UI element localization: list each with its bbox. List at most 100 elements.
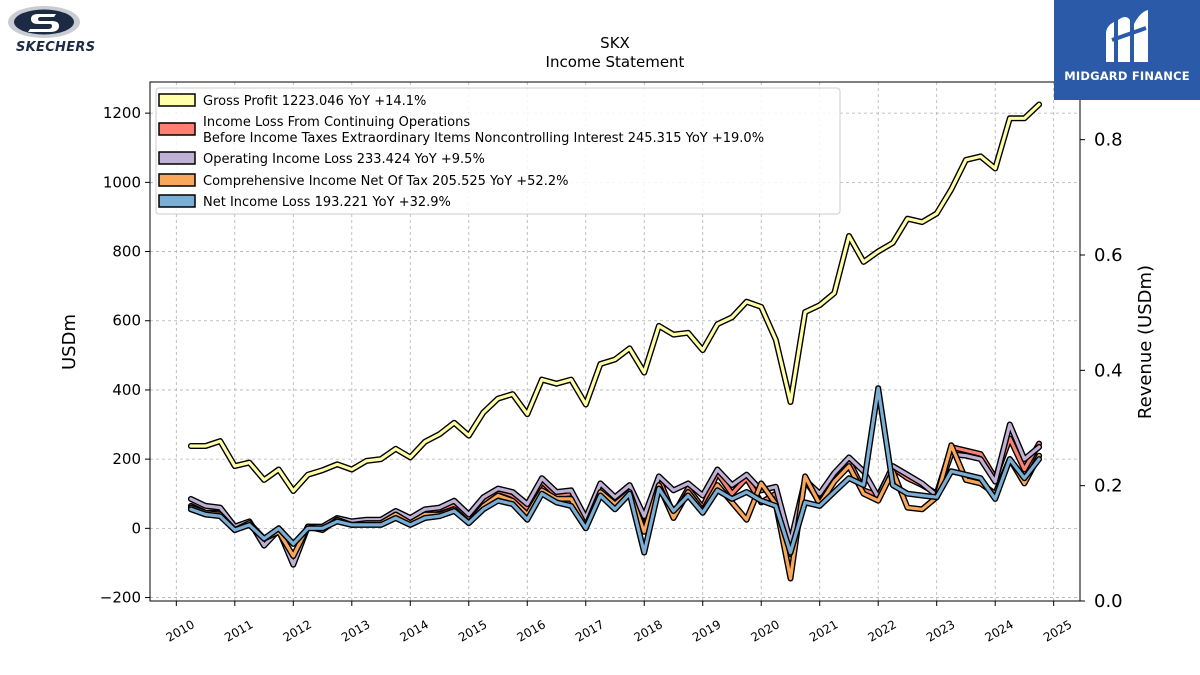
data-point — [950, 470, 953, 473]
data-point — [394, 447, 397, 450]
legend-label-comprehensive-income: Comprehensive Income Net Of Tax 205.525 … — [203, 174, 568, 189]
data-point — [423, 508, 427, 511]
data-point — [526, 413, 529, 416]
data-point — [350, 468, 353, 471]
data-point — [920, 494, 924, 497]
data-point — [657, 475, 661, 478]
y-right-tick-label: 0.4 — [1094, 360, 1123, 381]
right-axis: 0.0 0.2 0.4 0.6 0.8 — [1080, 130, 1123, 612]
data-point — [877, 387, 880, 390]
midgard-m-icon — [1106, 10, 1148, 62]
data-point — [760, 482, 763, 485]
data-point — [964, 158, 968, 162]
data-point — [672, 333, 675, 336]
x-axis: 2010 2011 2012 2013 2014 2015 2016 2017 2018 2019… — [164, 601, 1074, 645]
data-point — [906, 506, 909, 509]
data-point — [482, 496, 485, 499]
data-point — [1008, 457, 1011, 461]
legend-label-gross-profit: Gross Profit 1223.046 YoY +14.1% — [203, 94, 426, 109]
data-point — [672, 509, 675, 513]
data-point — [1023, 117, 1026, 120]
data-point — [920, 220, 924, 224]
chart-subtitle: Income Statement — [546, 53, 685, 71]
data-point — [1023, 468, 1026, 471]
y-tick-label: 800 — [112, 243, 141, 261]
data-point — [789, 400, 792, 404]
data-point — [818, 492, 821, 495]
data-point — [686, 331, 690, 334]
data-point — [979, 452, 982, 456]
data-point — [569, 378, 573, 381]
data-point — [774, 338, 777, 341]
data-point — [409, 516, 412, 520]
data-point — [277, 468, 280, 471]
data-point — [643, 515, 646, 518]
data-point — [306, 527, 310, 530]
x-tick-label: 2024 — [982, 617, 1015, 644]
data-point — [219, 515, 222, 518]
data-point — [248, 523, 251, 527]
data-point — [321, 527, 324, 530]
data-point — [336, 463, 339, 466]
data-point — [204, 504, 207, 508]
data-point — [219, 439, 222, 443]
data-point — [833, 471, 836, 475]
legend: Gross Profit 1223.046 YoY +14.1% Income … — [155, 87, 841, 215]
data-point — [599, 482, 602, 485]
data-point — [365, 523, 368, 527]
data-point — [964, 473, 968, 476]
y-axis-label: USDm — [59, 314, 80, 370]
data-point — [613, 496, 617, 499]
data-point — [789, 577, 792, 580]
data-point — [891, 483, 894, 487]
legend-swatch-gross-profit — [158, 93, 196, 107]
data-point — [847, 234, 851, 238]
data-point — [262, 544, 266, 547]
data-point — [716, 489, 719, 492]
x-tick-label: 2016 — [515, 617, 548, 644]
data-point — [277, 527, 280, 530]
data-point — [1008, 423, 1011, 426]
data-point — [482, 411, 485, 414]
data-point — [716, 323, 719, 326]
data-point — [745, 490, 748, 494]
legend-swatch-comprehensive-income — [158, 173, 196, 187]
data-point — [803, 310, 807, 314]
x-tick-label: 2017 — [573, 617, 606, 644]
data-point — [964, 449, 968, 452]
y-right-tick-label: 0.0 — [1094, 591, 1123, 612]
y-axis-right-label: Revenue (USDm) — [1135, 265, 1156, 419]
data-point — [540, 477, 544, 480]
data-point — [292, 489, 295, 493]
data-point — [686, 482, 690, 485]
data-point — [204, 513, 207, 516]
data-point — [467, 513, 470, 516]
x-tick-label: 2022 — [865, 617, 898, 644]
data-point — [803, 475, 807, 478]
data-point — [979, 477, 982, 480]
data-point — [248, 461, 251, 464]
plot-frame — [149, 81, 1081, 602]
data-point — [438, 506, 441, 509]
data-point — [833, 291, 836, 295]
data-point — [716, 468, 719, 471]
midgard-wordmark: MIDGARD FINANCE — [1064, 69, 1190, 83]
data-point — [584, 527, 587, 530]
data-point — [423, 440, 427, 443]
data-point — [920, 482, 924, 485]
data-point — [540, 492, 544, 495]
data-point — [730, 497, 734, 501]
x-tick-label: 2023 — [924, 617, 957, 644]
data-point — [482, 508, 485, 511]
y-tick-label: −200 — [100, 589, 141, 607]
left-axis: −200 0 200 400 600 800 1000 1200 — [100, 104, 150, 607]
data-point — [423, 516, 427, 520]
data-point — [701, 494, 704, 497]
data-point — [189, 497, 193, 501]
data-point — [803, 501, 807, 504]
data-point — [306, 473, 310, 476]
data-point — [584, 403, 587, 406]
data-point — [891, 241, 894, 245]
x-tick-label: 2012 — [281, 617, 314, 644]
